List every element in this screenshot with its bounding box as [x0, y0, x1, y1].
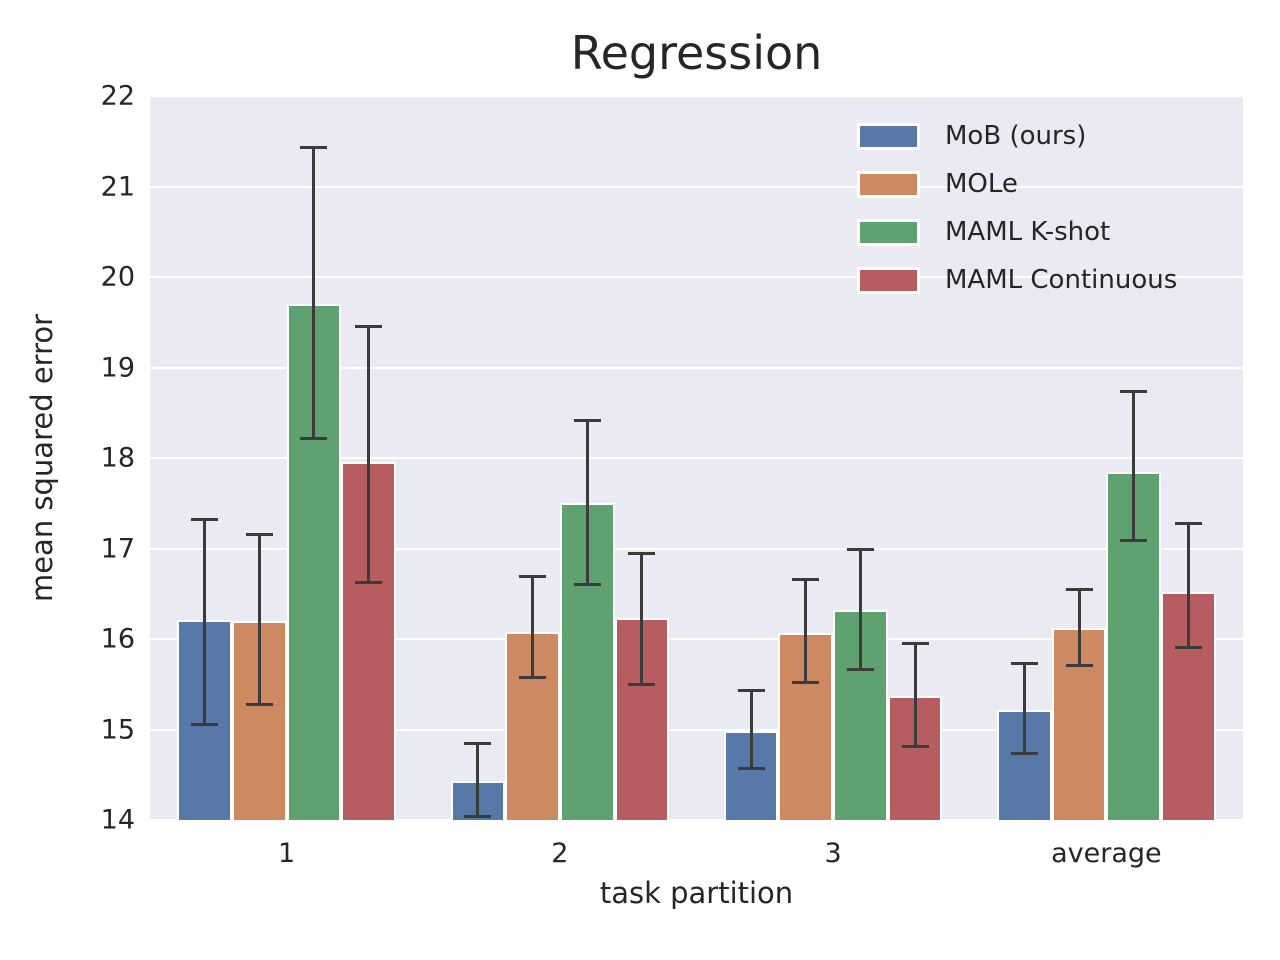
error-bar-cap: [737, 766, 765, 770]
error-bar-cap: [245, 702, 273, 706]
legend-label: MOLe: [945, 169, 1018, 199]
error-bar: [858, 549, 862, 670]
error-bar-cap: [792, 577, 820, 581]
gridline: [150, 276, 1243, 278]
legend-label: MAML Continuous: [945, 265, 1178, 295]
error-bar-cap: [1010, 661, 1038, 665]
error-bar: [312, 147, 316, 439]
error-bar: [913, 643, 917, 747]
legend-item: MoB (ours): [857, 121, 1177, 151]
error-bar-cap: [245, 533, 273, 537]
y-tick-label: 15: [100, 714, 135, 745]
error-bar-cap: [737, 689, 765, 693]
error-bar-cap: [519, 675, 547, 679]
gridline: [150, 95, 1243, 97]
error-bar-cap: [846, 668, 874, 672]
error-bar-cap: [1065, 663, 1093, 667]
error-bar: [367, 326, 371, 583]
error-bar-cap: [1120, 390, 1148, 394]
legend-item: MAML Continuous: [857, 265, 1177, 295]
legend: MoB (ours) MOLe MAML K-shot MAML Continuous: [857, 121, 1177, 313]
error-bar-cap: [300, 146, 328, 150]
error-bar-cap: [573, 583, 601, 587]
y-tick-label: 17: [100, 533, 135, 564]
error-bar-cap: [1010, 751, 1038, 755]
bar-mole-average: [1051, 628, 1107, 820]
gridline: [150, 457, 1243, 459]
y-tick-label: 19: [100, 352, 135, 383]
error-bar: [531, 576, 535, 677]
legend-swatch-icon: [857, 122, 920, 150]
gridline: [150, 366, 1243, 369]
legend-item: MAML K-shot: [857, 217, 1177, 247]
error-bar: [1077, 589, 1081, 666]
y-tick-label: 14: [100, 804, 135, 836]
error-bar: [1022, 663, 1026, 754]
gridline: [150, 185, 1243, 188]
gridline: [150, 728, 1243, 731]
error-bar: [1132, 391, 1136, 541]
gridline: [150, 819, 1243, 821]
error-bar-cap: [901, 745, 929, 749]
error-bar: [804, 579, 808, 683]
error-bar-cap: [300, 436, 328, 440]
error-bar: [749, 690, 753, 769]
error-bar-cap: [846, 547, 874, 551]
y-tick-label: 21: [100, 171, 135, 202]
error-bar-cap: [1065, 587, 1093, 591]
y-tick-label: 16: [100, 623, 135, 655]
y-tick-label: 22: [100, 80, 135, 112]
x-axis-label: task partition: [599, 876, 794, 910]
legend-item: MOLe: [857, 169, 1177, 199]
x-tick-label: 3: [824, 838, 842, 869]
legend-swatch-icon: [857, 218, 920, 246]
error-bar-cap: [519, 575, 547, 579]
error-bar: [257, 534, 261, 705]
error-bar: [203, 519, 207, 725]
gridline: [150, 547, 1243, 550]
x-tick-label: average: [1051, 838, 1162, 869]
error-bar-cap: [1174, 645, 1202, 649]
error-bar: [640, 553, 644, 685]
legend-label: MoB (ours): [945, 121, 1087, 151]
error-bar-cap: [464, 742, 492, 746]
error-bar-cap: [628, 682, 656, 686]
x-tick-label: 2: [551, 838, 569, 869]
error-bar-cap: [191, 722, 219, 726]
error-bar-cap: [628, 551, 656, 555]
x-tick-label: 1: [278, 838, 296, 869]
y-tick-label: 18: [100, 442, 135, 474]
error-bar-cap: [191, 518, 219, 522]
error-bar-cap: [792, 680, 820, 684]
error-bar: [1186, 523, 1190, 648]
error-bar: [476, 743, 480, 817]
error-bar-cap: [1120, 538, 1148, 542]
error-bar: [585, 420, 589, 585]
error-bar-cap: [464, 814, 492, 818]
legend-swatch-icon: [857, 170, 920, 198]
error-bar-cap: [901, 642, 929, 646]
legend-swatch-icon: [857, 266, 920, 294]
error-bar-cap: [355, 581, 383, 585]
error-bar-cap: [355, 325, 383, 329]
y-tick-label: 20: [100, 261, 135, 293]
bar-maml-continuous-1: [341, 461, 396, 820]
gridline: [150, 638, 1243, 640]
chart-title: Regression: [570, 26, 823, 80]
error-bar-cap: [573, 419, 601, 423]
bar-mob-ours-average: [997, 710, 1052, 820]
error-bar-cap: [1174, 521, 1202, 525]
legend-label: MAML K-shot: [945, 217, 1111, 247]
